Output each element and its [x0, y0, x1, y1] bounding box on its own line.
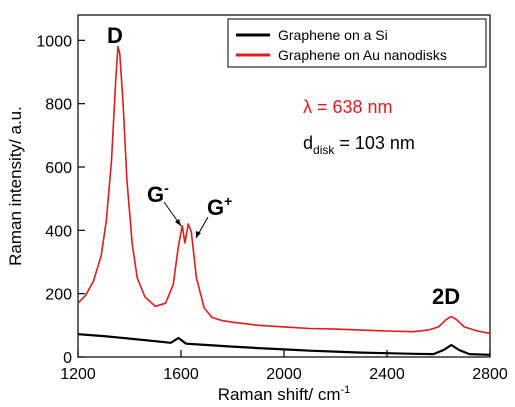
y-axis-ticks: 0 200 400 600 800 1000 — [36, 33, 85, 367]
series-line-au — [77, 45, 491, 335]
legend-box — [227, 18, 487, 68]
x-tick-label: 2400 — [369, 366, 405, 383]
y-tick-label: 400 — [45, 223, 72, 240]
y-tick-label: 0 — [63, 350, 72, 367]
legend-label-au: Graphene on Au nanodisks — [278, 47, 447, 63]
y-tick-label: 200 — [45, 287, 72, 304]
y-axis-label: Raman intensity/ a.u. — [6, 106, 25, 266]
x-axis-label-sup: -1 — [341, 384, 351, 396]
arrowhead-g-plus — [196, 231, 201, 238]
legend: Graphene on a Si Graphene on Au nanodisk… — [227, 18, 487, 68]
x-tick-label: 2800 — [472, 366, 508, 383]
annotation-d: D — [107, 23, 123, 48]
x-axis-label: Raman shift/ cm-1 — [218, 384, 351, 404]
annotation-2d: 2D — [432, 284, 460, 309]
annotation-lambda: λ = 638 nm — [303, 97, 393, 117]
x-tick-label: 1600 — [163, 366, 199, 383]
legend-label-si: Graphene on a Si — [278, 27, 388, 43]
arrowhead-g-minus — [175, 219, 181, 226]
series-line-si — [77, 333, 491, 356]
y-tick-label: 1000 — [36, 33, 72, 50]
series-lines — [77, 45, 491, 356]
x-tick-label: 1200 — [60, 366, 96, 383]
annotation-disk-diameter: ddisk = 103 nm — [303, 133, 415, 157]
x-axis-ticks: 1200 1600 2000 2400 2800 — [60, 350, 508, 383]
annotation-g-minus: G- — [147, 180, 169, 207]
y-tick-label: 600 — [45, 160, 72, 177]
annotation-g-plus: G+ — [207, 193, 232, 220]
x-tick-label: 2000 — [266, 366, 302, 383]
y-tick-label: 800 — [45, 97, 72, 114]
